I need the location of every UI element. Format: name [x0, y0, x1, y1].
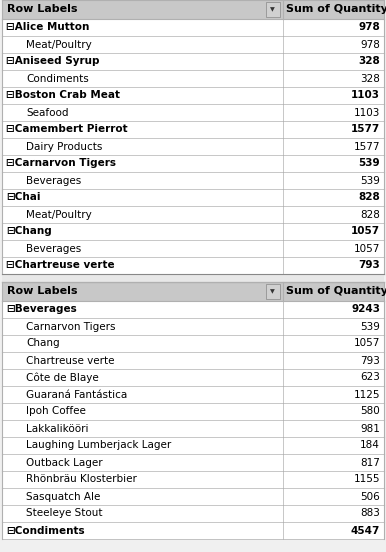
- Bar: [2, 121, 384, 138]
- Text: 978: 978: [358, 23, 380, 33]
- Text: ⊟Camembert Pierrot: ⊟Camembert Pierrot: [6, 125, 128, 135]
- Bar: [2, 70, 384, 87]
- Text: 828: 828: [360, 210, 380, 220]
- Text: ⊟Beverages: ⊟Beverages: [6, 305, 77, 315]
- Text: ⊟Boston Crab Meat: ⊟Boston Crab Meat: [6, 91, 120, 100]
- Text: Outback Lager: Outback Lager: [26, 458, 103, 468]
- Bar: [2, 301, 384, 318]
- Text: Chartreuse verte: Chartreuse verte: [26, 355, 115, 365]
- Text: 1103: 1103: [351, 91, 380, 100]
- Text: ⊟Chang: ⊟Chang: [6, 226, 52, 236]
- Text: Seafood: Seafood: [26, 108, 68, 118]
- Text: 328: 328: [358, 56, 380, 66]
- Text: 4547: 4547: [350, 526, 380, 535]
- Bar: [266, 284, 280, 299]
- Text: ⊟Alice Mutton: ⊟Alice Mutton: [6, 23, 90, 33]
- Text: Sasquatch Ale: Sasquatch Ale: [26, 491, 100, 502]
- Text: Meat/Poultry: Meat/Poultry: [26, 210, 92, 220]
- Text: 328: 328: [360, 73, 380, 83]
- Text: 793: 793: [360, 355, 380, 365]
- Bar: [2, 369, 384, 386]
- Text: 817: 817: [360, 458, 380, 468]
- Text: 1057: 1057: [354, 338, 380, 348]
- Bar: [2, 471, 384, 488]
- Text: 623: 623: [360, 373, 380, 383]
- Text: 883: 883: [360, 508, 380, 518]
- Text: 1577: 1577: [354, 141, 380, 151]
- Bar: [2, 318, 384, 335]
- Text: Beverages: Beverages: [26, 176, 81, 185]
- Bar: [2, 87, 384, 104]
- Text: 1155: 1155: [354, 475, 380, 485]
- Bar: [2, 223, 384, 240]
- Text: 793: 793: [358, 261, 380, 270]
- Bar: [2, 437, 384, 454]
- Text: Steeleye Stout: Steeleye Stout: [26, 508, 103, 518]
- Text: 1057: 1057: [354, 243, 380, 253]
- Text: Rhönbräu Klosterbier: Rhönbräu Klosterbier: [26, 475, 137, 485]
- Text: 580: 580: [360, 406, 380, 417]
- Text: 828: 828: [358, 193, 380, 203]
- Text: Row Labels: Row Labels: [7, 4, 78, 14]
- Bar: [2, 53, 384, 70]
- Text: Lakkalikööri: Lakkalikööri: [26, 423, 88, 433]
- Text: 506: 506: [360, 491, 380, 502]
- Text: ⊟Chai: ⊟Chai: [6, 193, 41, 203]
- Bar: [2, 454, 384, 471]
- Text: Sum of Quantity: Sum of Quantity: [286, 286, 386, 296]
- Text: ▼: ▼: [271, 289, 275, 294]
- Bar: [2, 274, 384, 282]
- Bar: [2, 19, 384, 36]
- Text: Chang: Chang: [26, 338, 59, 348]
- Text: ⊟Condiments: ⊟Condiments: [6, 526, 85, 535]
- Text: Beverages: Beverages: [26, 243, 81, 253]
- Bar: [2, 36, 384, 53]
- Text: Dairy Products: Dairy Products: [26, 141, 102, 151]
- Bar: [2, 335, 384, 352]
- Text: ▼: ▼: [271, 7, 275, 12]
- Text: 1057: 1057: [351, 226, 380, 236]
- Text: 1125: 1125: [354, 390, 380, 400]
- Bar: [2, 522, 384, 539]
- Bar: [2, 172, 384, 189]
- Text: Ipoh Coffee: Ipoh Coffee: [26, 406, 86, 417]
- Bar: [2, 257, 384, 274]
- Bar: [2, 138, 384, 155]
- Text: ⊟Chartreuse verte: ⊟Chartreuse verte: [6, 261, 115, 270]
- Bar: [2, 240, 384, 257]
- Text: 981: 981: [360, 423, 380, 433]
- Text: 1103: 1103: [354, 108, 380, 118]
- Text: ⊟Aniseed Syrup: ⊟Aniseed Syrup: [6, 56, 100, 66]
- Bar: [2, 420, 384, 437]
- Bar: [2, 189, 384, 206]
- Text: 184: 184: [360, 440, 380, 450]
- Bar: [2, 104, 384, 121]
- Bar: [2, 505, 384, 522]
- Text: Carnarvon Tigers: Carnarvon Tigers: [26, 321, 115, 332]
- Bar: [2, 155, 384, 172]
- Text: Côte de Blaye: Côte de Blaye: [26, 372, 99, 383]
- Text: 539: 539: [360, 321, 380, 332]
- Bar: [2, 403, 384, 420]
- Text: Laughing Lumberjack Lager: Laughing Lumberjack Lager: [26, 440, 171, 450]
- Text: Sum of Quantity: Sum of Quantity: [286, 4, 386, 14]
- Text: 539: 539: [360, 176, 380, 185]
- Bar: [2, 386, 384, 403]
- Text: ⊟Carnarvon Tigers: ⊟Carnarvon Tigers: [6, 158, 116, 168]
- Text: 1577: 1577: [351, 125, 380, 135]
- Bar: [2, 0, 384, 19]
- Text: Row Labels: Row Labels: [7, 286, 78, 296]
- Text: 539: 539: [358, 158, 380, 168]
- Text: Guaraná Fantástica: Guaraná Fantástica: [26, 390, 127, 400]
- Bar: [2, 206, 384, 223]
- Text: Meat/Poultry: Meat/Poultry: [26, 40, 92, 50]
- Bar: [2, 488, 384, 505]
- Bar: [266, 2, 280, 17]
- Bar: [2, 352, 384, 369]
- Text: 978: 978: [360, 40, 380, 50]
- Text: Condiments: Condiments: [26, 73, 89, 83]
- Bar: [2, 282, 384, 301]
- Text: 9243: 9243: [351, 305, 380, 315]
